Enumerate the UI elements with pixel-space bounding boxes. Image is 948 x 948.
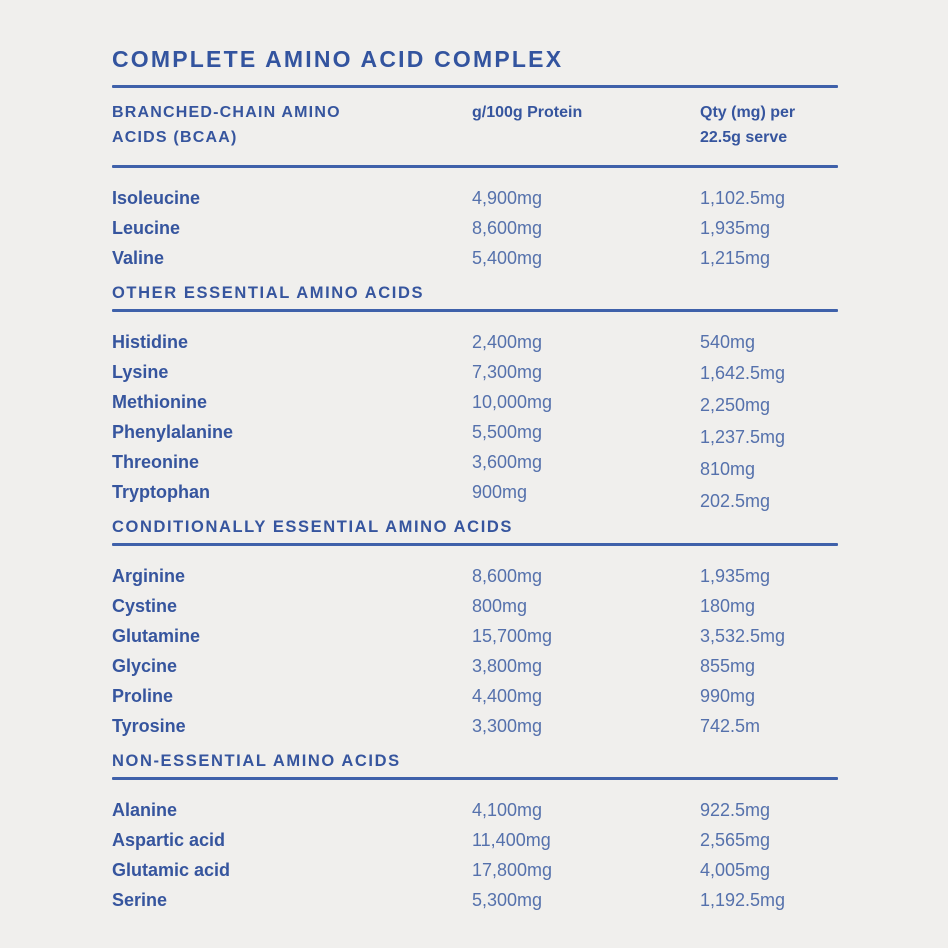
- amino-name-cell: Alanine: [112, 799, 178, 820]
- column-header-bcaa: BRANCHED-CHAIN AMINO ACIDS (BCAA): [112, 104, 341, 146]
- per-serve-cell: 742.5m: [700, 715, 761, 736]
- per-serve-cell: 202.5mg: [700, 490, 771, 511]
- divider: [112, 543, 838, 546]
- amino-name-cell: Valine: [112, 247, 165, 268]
- section-rows-conditionally-essential: Arginine 8,600mg 1,935mg Cystine 800mg 180mg G…: [112, 561, 838, 741]
- table-row: Glutamine 15,700mg 3,532.5mg: [112, 621, 838, 651]
- per-100g-cell: 10,000mg: [472, 391, 553, 412]
- section-rows-other-essential: Histidine 2,400mg Lysine 7,300mg Methionine 1…: [112, 327, 838, 511]
- amino-name-cell: Glycine: [112, 655, 178, 676]
- amino-name-cell: Tryptophan: [112, 481, 210, 502]
- per-100g-cell: 4,400mg: [472, 685, 543, 706]
- table-row: Leucine 8,600mg 1,935mg: [112, 213, 838, 243]
- table-row: Proline 4,400mg 990mg: [112, 681, 838, 711]
- per-serve-cell: 3,532.5mg: [700, 625, 786, 646]
- divider: [112, 165, 838, 168]
- table-row: Threonine 3,600mg: [112, 447, 838, 477]
- per-100g-cell: 4,100mg: [472, 799, 543, 820]
- table-row: Cystine 800mg 180mg: [112, 591, 838, 621]
- table-row: Phenylalanine 5,500mg: [112, 417, 838, 447]
- per-serve-cell: 1,192.5mg: [700, 889, 786, 910]
- per-100g-cell: 8,600mg: [472, 217, 543, 238]
- column-header-per-100g: g/100g Protein: [472, 104, 583, 121]
- per-100g-cell: 2,400mg: [472, 331, 543, 352]
- amino-name-cell: Isoleucine: [112, 187, 201, 208]
- per-100g-cell: 5,500mg: [472, 421, 543, 442]
- table-row: Lysine 7,300mg: [112, 357, 838, 387]
- per-serve-cell: 180mg: [700, 595, 756, 616]
- table-row: Arginine 8,600mg 1,935mg: [112, 561, 838, 591]
- per-serve-cell: 2,565mg: [700, 829, 771, 850]
- amino-name-cell: Glutamine: [112, 625, 201, 646]
- amino-name-cell: Cystine: [112, 595, 178, 616]
- amino-name-cell: Arginine: [112, 565, 186, 586]
- amino-name-cell: Serine: [112, 889, 168, 910]
- amino-name-cell: Leucine: [112, 217, 181, 238]
- divider: [112, 85, 838, 88]
- per-100g-cell: 800mg: [472, 595, 528, 616]
- divider: [112, 777, 838, 780]
- per-serve-cell: 1,935mg: [700, 217, 771, 238]
- per-serve-cell: 1,935mg: [700, 565, 771, 586]
- amino-name-cell: Lysine: [112, 361, 169, 382]
- amino-name-cell: Methionine: [112, 391, 207, 412]
- section-heading-non-essential: NON-ESSENTIAL AMINO ACIDS: [112, 752, 401, 770]
- per-100g-cell: 4,900mg: [472, 187, 543, 208]
- section-heading-conditionally-essential: CONDITIONALLY ESSENTIAL AMINO ACIDS: [112, 518, 514, 536]
- section-rows-non-essential: Alanine 4,100mg 922.5mg Aspartic acid 11,400…: [112, 795, 838, 915]
- per-serve-cell: 2,250mg: [700, 395, 771, 416]
- page-title: COMPLETE AMINO ACID COMPLEX: [112, 46, 564, 72]
- per-serve-cell: 1,642.5mg: [700, 363, 786, 384]
- per-100g-cell: 15,700mg: [472, 625, 553, 646]
- per-serve-column: 540mg 1,642.5mg 2,250mg 1,237.5mg 810mg 202.5…: [700, 327, 785, 518]
- table-row: Glycine 3,800mg 855mg: [112, 651, 838, 681]
- per-serve-cell: 1,102.5mg: [700, 187, 786, 208]
- per-serve-cell: 1,237.5mg: [700, 427, 786, 448]
- per-100g-cell: 17,800mg: [472, 859, 553, 880]
- per-100g-cell: 3,600mg: [472, 451, 543, 472]
- amino-name-cell: Histidine: [112, 331, 189, 352]
- per-serve-cell: 540mg: [700, 331, 756, 352]
- table-sections: Isoleucine 4,900mg 1,102.5mg Leucine 8,600mg…: [112, 183, 838, 915]
- per-100g-cell: 3,300mg: [472, 715, 543, 736]
- per-serve-cell: 990mg: [700, 685, 756, 706]
- per-serve-cell: 855mg: [700, 655, 756, 676]
- table-row: Histidine 2,400mg: [112, 327, 838, 357]
- per-serve-cell: 1,215mg: [700, 247, 771, 268]
- table-row: Tryptophan 900mg: [112, 477, 838, 507]
- table-row: Glutamic acid 17,800mg 4,005mg: [112, 855, 838, 885]
- table-row: Isoleucine 4,900mg 1,102.5mg: [112, 183, 838, 213]
- amino-acid-table: COMPLETE AMINO ACID COMPLEX BRANCHED-CHA…: [112, 46, 838, 915]
- section-heading-other-essential: OTHER ESSENTIAL AMINO ACIDS: [112, 284, 425, 302]
- column-header-per-serve: Qty (mg) per 22.5g serve: [700, 104, 796, 146]
- per-100g-cell: 900mg: [472, 481, 528, 502]
- table-row: Alanine 4,100mg 922.5mg: [112, 795, 838, 825]
- amino-name-cell: Proline: [112, 685, 174, 706]
- table-row: Aspartic acid 11,400mg 2,565mg: [112, 825, 838, 855]
- per-serve-cell: 4,005mg: [700, 859, 771, 880]
- amino-name-cell: Glutamic acid: [112, 859, 231, 880]
- table-row: Tyrosine 3,300mg 742.5m: [112, 711, 838, 741]
- amino-name-cell: Aspartic acid: [112, 829, 226, 850]
- per-100g-cell: 11,400mg: [472, 829, 551, 850]
- section-rows-bcaa: Isoleucine 4,900mg 1,102.5mg Leucine 8,600mg…: [112, 183, 838, 273]
- per-100g-cell: 5,300mg: [472, 889, 543, 910]
- amino-name-cell: Tyrosine: [112, 715, 186, 736]
- per-serve-cell: 922.5mg: [700, 799, 771, 820]
- amino-name-cell: Phenylalanine: [112, 421, 234, 442]
- table-row: Serine 5,300mg 1,192.5mg: [112, 885, 838, 915]
- table-row: Valine 5,400mg 1,215mg: [112, 243, 838, 273]
- divider: [112, 309, 838, 312]
- table-header: BRANCHED-CHAIN AMINO ACIDS (BCAA) g/100g…: [112, 88, 838, 165]
- per-100g-cell: 3,800mg: [472, 655, 543, 676]
- per-100g-cell: 7,300mg: [472, 361, 543, 382]
- amino-name-cell: Threonine: [112, 451, 200, 472]
- per-serve-cell: 810mg: [700, 459, 756, 480]
- table-row: Methionine 10,000mg: [112, 387, 838, 417]
- per-100g-cell: 8,600mg: [472, 565, 543, 586]
- per-100g-cell: 5,400mg: [472, 247, 543, 268]
